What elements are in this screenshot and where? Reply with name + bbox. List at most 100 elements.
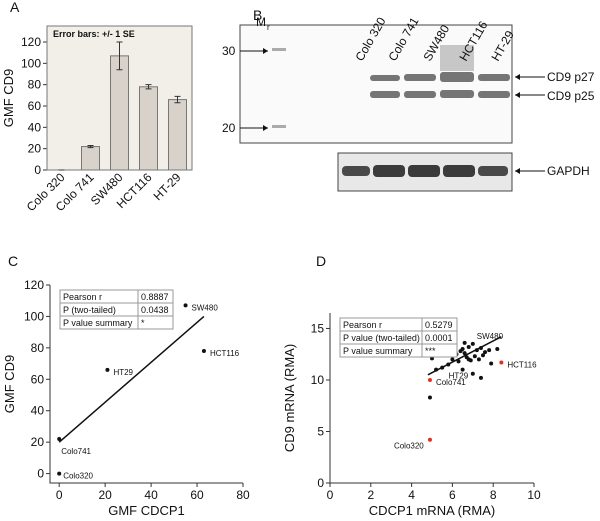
point [466,345,471,349]
bar [81,146,100,171]
smear [440,45,474,71]
bands [342,45,510,177]
stats-value: 0.0438 [141,305,169,315]
error-bar [116,41,123,71]
point [440,365,445,370]
marker-sub: r [267,23,270,32]
point [489,361,494,366]
fit-line [427,336,502,376]
bar [110,55,129,171]
panel-label: B [253,7,262,23]
point [487,348,492,353]
point [434,367,439,372]
point-label: HT29 [449,372,469,381]
band [440,90,474,98]
x-axis-label: GMF CDCP1 [108,503,185,518]
point [462,340,467,345]
ladder-band [272,125,286,128]
y-tick-label: 0 [34,163,41,177]
point [450,357,455,362]
error-bar [145,84,152,90]
error-bar [87,144,94,149]
bar [139,86,158,171]
band [478,91,510,98]
bar [168,99,187,171]
y-tick-label: 5 [317,424,324,438]
band-label: GAPDH [547,164,590,178]
marker-size: 30 [222,44,236,58]
point [481,353,485,358]
fit-line [58,315,205,443]
y-tick-label: 40 [28,120,42,134]
point [57,471,62,476]
annotation: Error bars: +/- 1 SE [53,29,135,39]
y-tick-label: 20 [28,142,42,156]
y-tick-label: 10 [311,373,325,387]
arrow-head [263,125,268,131]
band [373,165,405,177]
point [183,303,188,308]
point [462,351,467,356]
stats-name: P (two-tailed) [63,305,116,315]
point [470,341,475,346]
point [470,371,475,376]
point [105,367,110,372]
point [483,350,488,355]
y-tick-label: 80 [28,78,42,92]
point [472,354,477,359]
y-tick-label: 60 [28,99,42,113]
arrow-head [515,74,520,80]
point-label: Colo320 [63,472,93,481]
panel-label: C [8,253,18,269]
point [476,357,481,362]
band [478,166,508,176]
axes [49,285,243,484]
band [408,165,440,177]
point-label: SW480 [477,332,504,341]
x-tick-label: 60 [190,488,204,502]
y-tick-label: 60 [31,372,45,386]
band [443,165,475,177]
y-tick-label: 100 [21,56,41,70]
panel-label: D [316,253,326,269]
point [456,359,461,364]
stats-value: 0.8887 [141,292,169,302]
y-tick-label: 0 [37,467,44,481]
point [466,357,471,362]
x-tick-label: 40 [144,488,158,502]
y-tick-label: 100 [24,309,44,323]
y-tick-label: 80 [31,341,45,355]
point-label: Colo741 [436,378,466,387]
panel-label: A [10,0,20,15]
x-tick-label: HT-29 [151,170,184,203]
point-label: HT29 [113,368,133,377]
stats-value: 0.0001 [425,333,453,343]
x-tick-label: 20 [98,488,112,502]
y-tick-label: 120 [21,35,41,49]
point [460,347,465,352]
y-tick-label: 120 [24,278,44,292]
point [495,347,500,352]
stats-name: P value summary [63,318,133,328]
point-label: Colo320 [394,442,424,451]
y-axis-label: GMF CD9 [2,355,17,414]
marker-size: 20 [222,121,236,135]
point [57,437,62,441]
point-label: SW480 [192,303,219,312]
band [404,74,436,81]
blot-frame [239,24,513,144]
stats-value: 0.5279 [425,320,453,330]
stats-name: Pearson r [63,292,102,302]
y-tick-label: 20 [31,435,45,449]
x-tick-label: 0 [327,488,334,502]
x-tick-label: 8 [490,488,497,502]
y-tick-label: 0 [317,476,324,490]
band-label: CD9 p27 [547,70,595,84]
point [478,375,483,380]
band [342,166,370,176]
band [404,91,436,98]
x-tick-label: 10 [527,488,541,502]
point [478,346,483,351]
band [478,74,510,81]
arrow-head [263,48,268,54]
